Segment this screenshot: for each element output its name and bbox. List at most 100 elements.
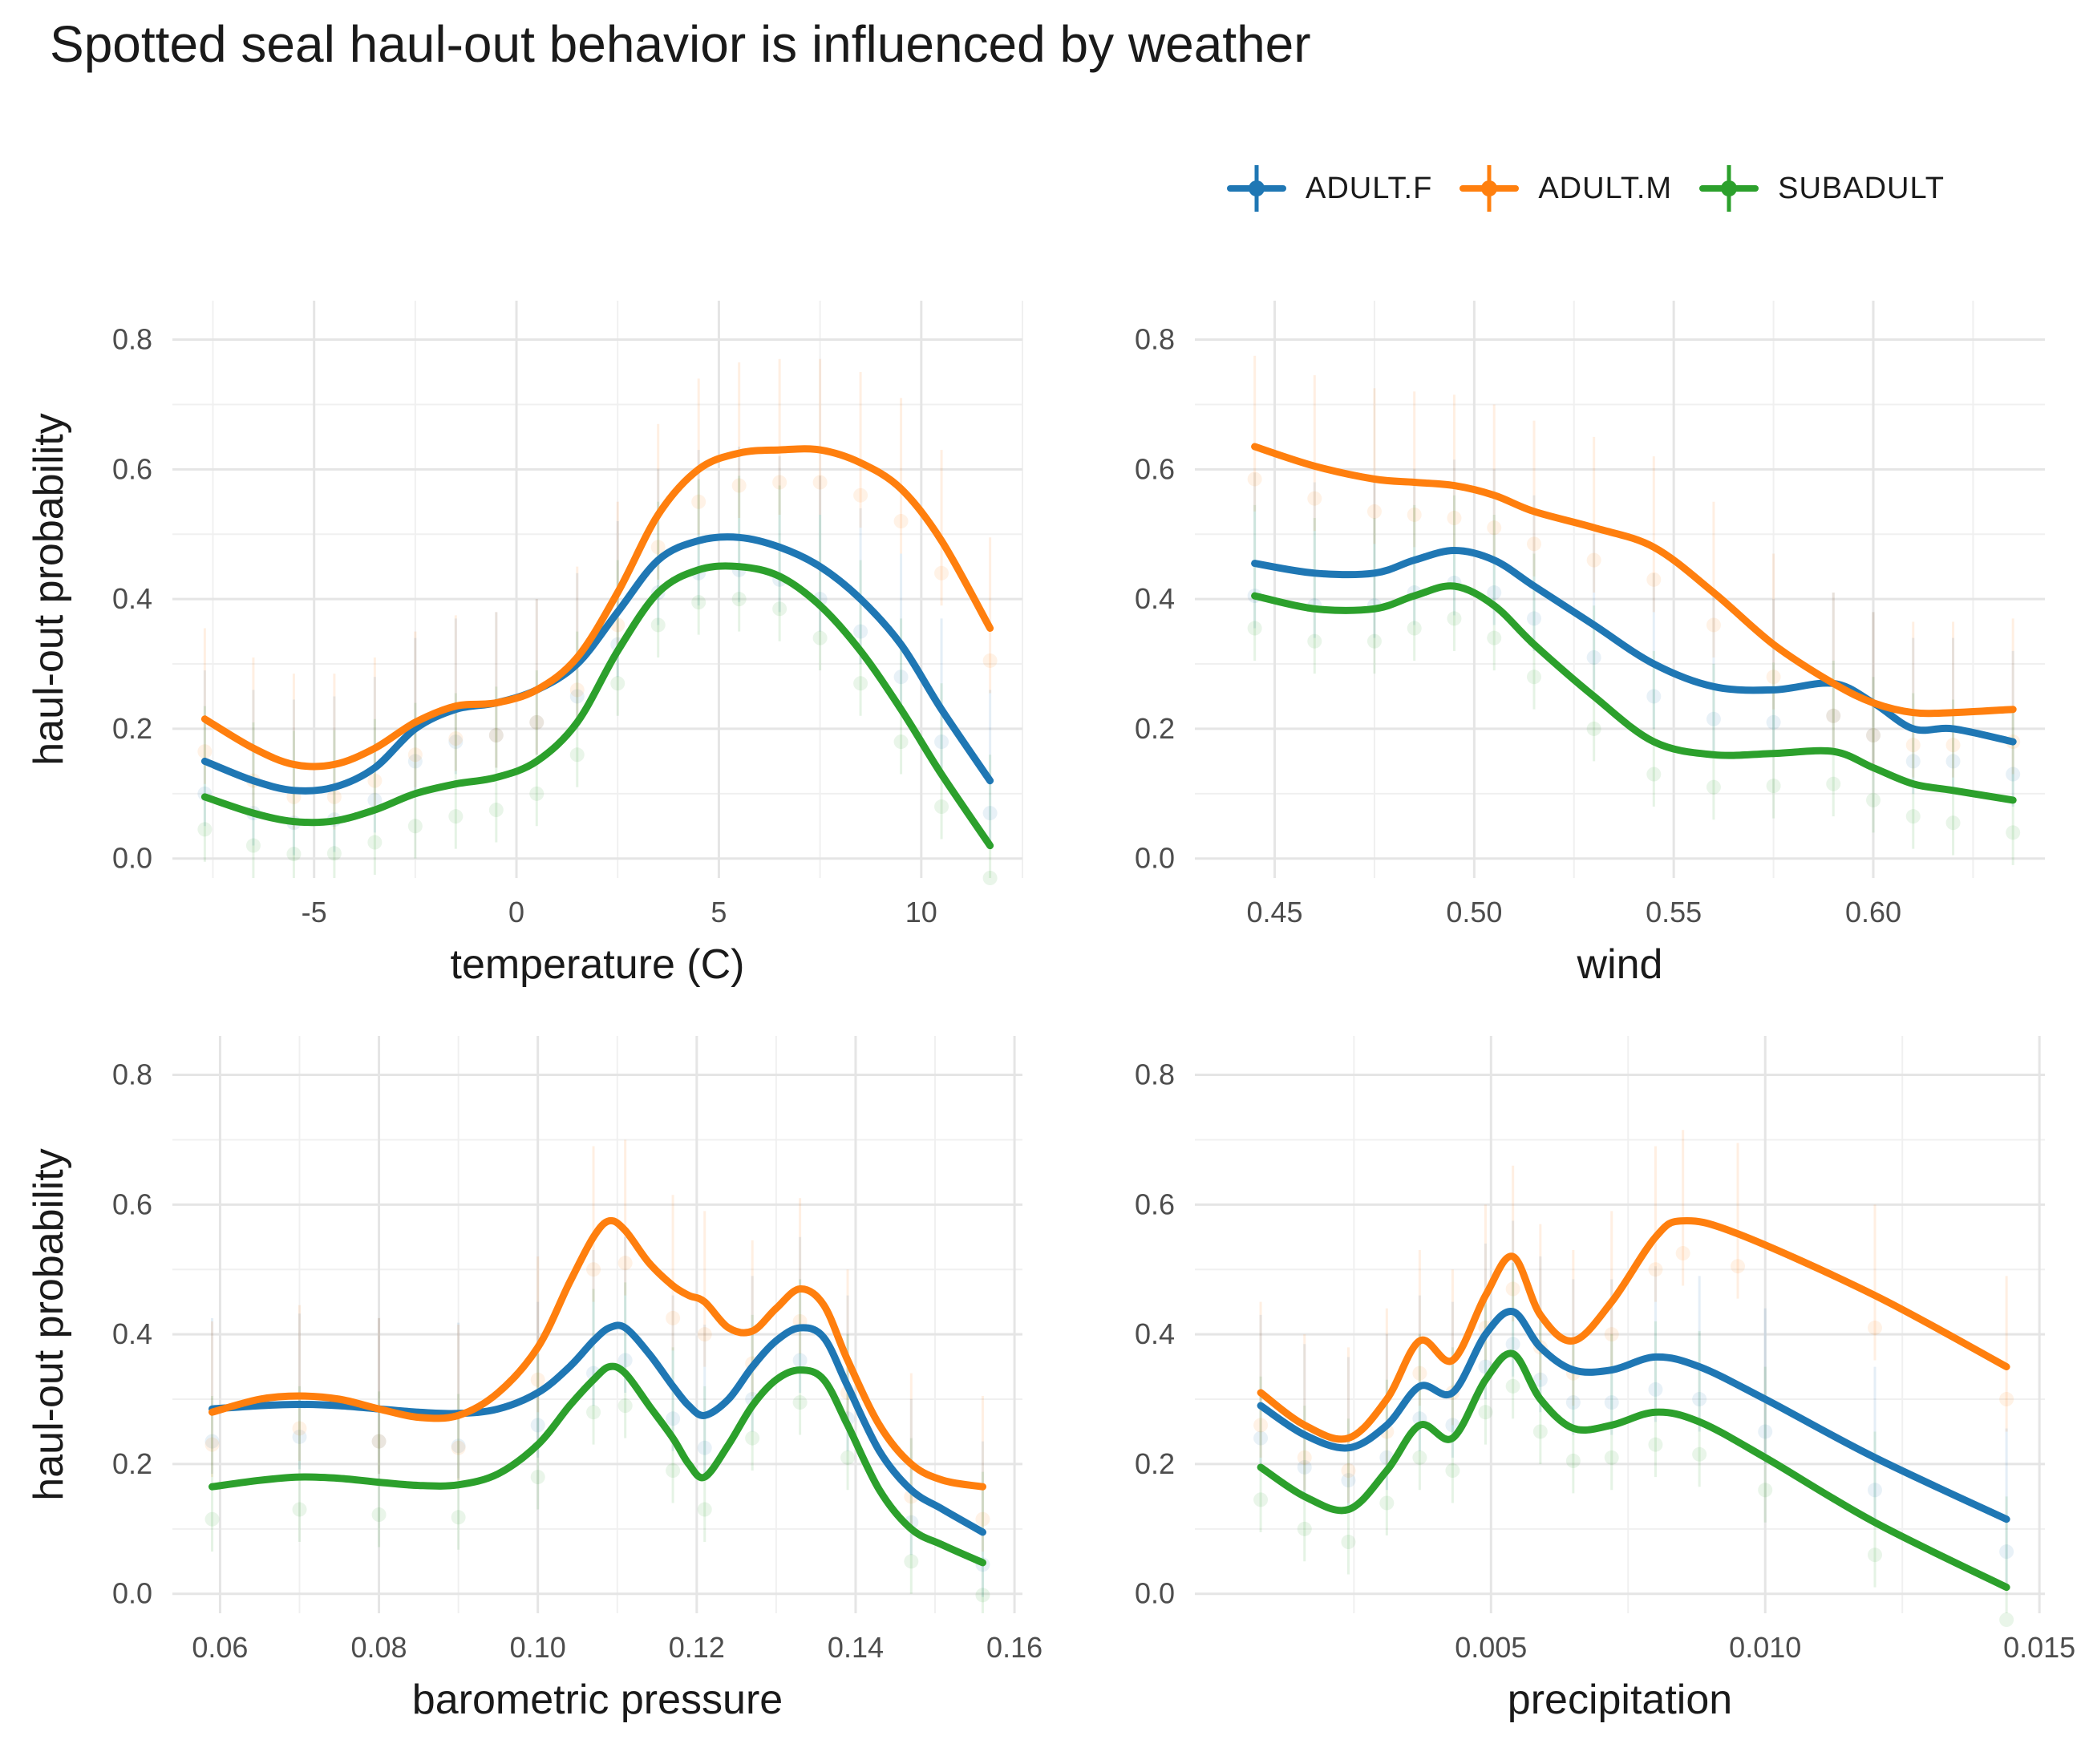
data-point-subadult	[745, 1430, 760, 1446]
data-point-adult-f	[1905, 754, 1921, 769]
data-point-subadult	[586, 1405, 601, 1420]
data-point-adult-f	[982, 806, 998, 821]
data-point-adult-m	[367, 773, 383, 788]
series-line-subadult	[1251, 582, 2017, 804]
legend-label-adult-f: ADULT.F	[1306, 171, 1433, 205]
data-point-subadult	[1341, 1535, 1356, 1550]
y-tick-label: 0.4	[112, 582, 152, 615]
data-point-subadult	[691, 595, 706, 610]
data-point-adult-f	[1604, 1395, 1619, 1410]
data-point-subadult	[569, 747, 585, 763]
data-point-adult-m	[1648, 1262, 1663, 1277]
data-point-subadult	[666, 1463, 681, 1479]
x-axis-title: precipitation	[1508, 1677, 1732, 1723]
data-point-subadult	[1527, 670, 1542, 685]
data-point-adult-f	[1826, 708, 1841, 723]
data-point-adult-f	[792, 1353, 808, 1368]
data-point-adult-m	[292, 1421, 307, 1436]
series-line-adult-f	[208, 1321, 986, 1536]
y-tick-label: 0.6	[1135, 1187, 1175, 1220]
data-point-subadult	[371, 1507, 387, 1523]
data-point-adult-f	[371, 1434, 387, 1449]
y-tick-label: 0.4	[1135, 582, 1175, 615]
y-tick-label: 0.6	[112, 452, 152, 485]
data-point-adult-f	[1532, 1372, 1548, 1387]
data-point-adult-f	[1692, 1392, 1707, 1407]
data-point-adult-f	[569, 689, 585, 704]
panel-1: 0.0 0.2 0.4 0.6 0.8 -5 0 5 10 temperature (C) haul…	[26, 301, 1023, 988]
data-point-subadult	[1487, 630, 1502, 645]
y-tick-label: 0.6	[1135, 452, 1175, 485]
data-point-adult-m	[697, 1327, 712, 1342]
data-point-subadult	[1297, 1521, 1312, 1536]
legend-key-adult-f	[1227, 165, 1286, 212]
data-point-adult-m	[1527, 536, 1542, 552]
data-point-subadult	[617, 1398, 633, 1414]
series-line-subadult	[1257, 1349, 2010, 1592]
data-point-subadult	[529, 786, 545, 801]
x-tick-label: -5	[302, 896, 327, 929]
series-line-adult-f	[1257, 1308, 2010, 1523]
data-point-subadult	[1648, 1437, 1663, 1452]
series-line-adult-f	[200, 533, 994, 795]
data-point-adult-f	[292, 1429, 307, 1444]
series-line-adult-f	[1251, 547, 2017, 746]
y-tick-label: 0.2	[1135, 712, 1175, 745]
data-point-adult-f	[617, 1353, 633, 1368]
data-point-subadult	[840, 1450, 856, 1465]
y-tick-label: 0.2	[1135, 1447, 1175, 1480]
data-point-subadult	[1379, 1495, 1395, 1511]
y-tick-label: 0.0	[1135, 1577, 1175, 1610]
series-line-subadult	[208, 1362, 986, 1567]
data-point-adult-f	[893, 670, 909, 685]
y-tick-label: 0.8	[112, 323, 152, 356]
data-point-adult-m	[204, 1437, 220, 1452]
y-tick-label: 0.2	[112, 1447, 152, 1480]
x-tick-label: 0.50	[1446, 896, 1502, 929]
data-point-adult-m	[1646, 572, 1662, 587]
data-point-adult-m	[407, 747, 423, 763]
data-point-subadult	[407, 819, 423, 834]
data-point-subadult	[1532, 1424, 1548, 1439]
data-point-subadult	[1412, 1450, 1427, 1465]
data-point-adult-m	[569, 682, 585, 698]
legend-key-subadult	[1699, 165, 1759, 212]
y-tick-label: 0.8	[112, 1058, 152, 1091]
data-point-adult-m	[1366, 504, 1382, 519]
y-tick-label: 0.4	[112, 1317, 152, 1350]
data-point-subadult	[448, 809, 464, 824]
data-point-adult-m	[1905, 738, 1921, 753]
data-point-subadult	[1758, 1483, 1773, 1498]
data-point-adult-f	[1505, 1337, 1520, 1352]
data-point-adult-f	[1527, 611, 1542, 626]
data-point-adult-m	[371, 1434, 387, 1449]
y-tick-label: 0.8	[1135, 1058, 1175, 1091]
data-point-subadult	[812, 630, 828, 645]
x-tick-label: 0.55	[1646, 896, 1702, 929]
data-point-subadult	[2006, 825, 2021, 840]
data-point-subadult	[451, 1510, 466, 1525]
data-point-adult-m	[1999, 1392, 2014, 1407]
data-point-subadult	[1478, 1405, 1493, 1420]
data-point-subadult	[982, 871, 998, 885]
data-point-adult-m	[1868, 1321, 1882, 1336]
data-point-adult-m	[812, 475, 828, 490]
data-point-adult-f	[204, 1434, 220, 1449]
data-point-adult-f	[1945, 754, 1961, 769]
data-point-subadult	[893, 734, 909, 750]
data-point-adult-m	[982, 653, 998, 668]
data-point-adult-m	[731, 478, 747, 493]
data-point-adult-m	[1297, 1450, 1312, 1465]
data-point-adult-m	[1586, 552, 1601, 568]
data-point-subadult	[530, 1470, 545, 1485]
data-point-adult-f	[530, 1418, 545, 1433]
x-axis-title: temperature (C)	[451, 941, 745, 988]
x-tick-label: 0.06	[192, 1631, 248, 1664]
data-point-adult-m	[586, 1262, 601, 1277]
data-point-subadult	[488, 803, 504, 818]
legend-entry-adult-f: ADULT.F	[1227, 160, 1432, 216]
data-point-adult-m	[650, 540, 666, 555]
panel-4: 0.0 0.2 0.4 0.6 0.8 0.005 0.010 0.015 precipitat…	[1135, 1036, 2075, 1723]
x-tick-label: 0.16	[986, 1631, 1042, 1664]
